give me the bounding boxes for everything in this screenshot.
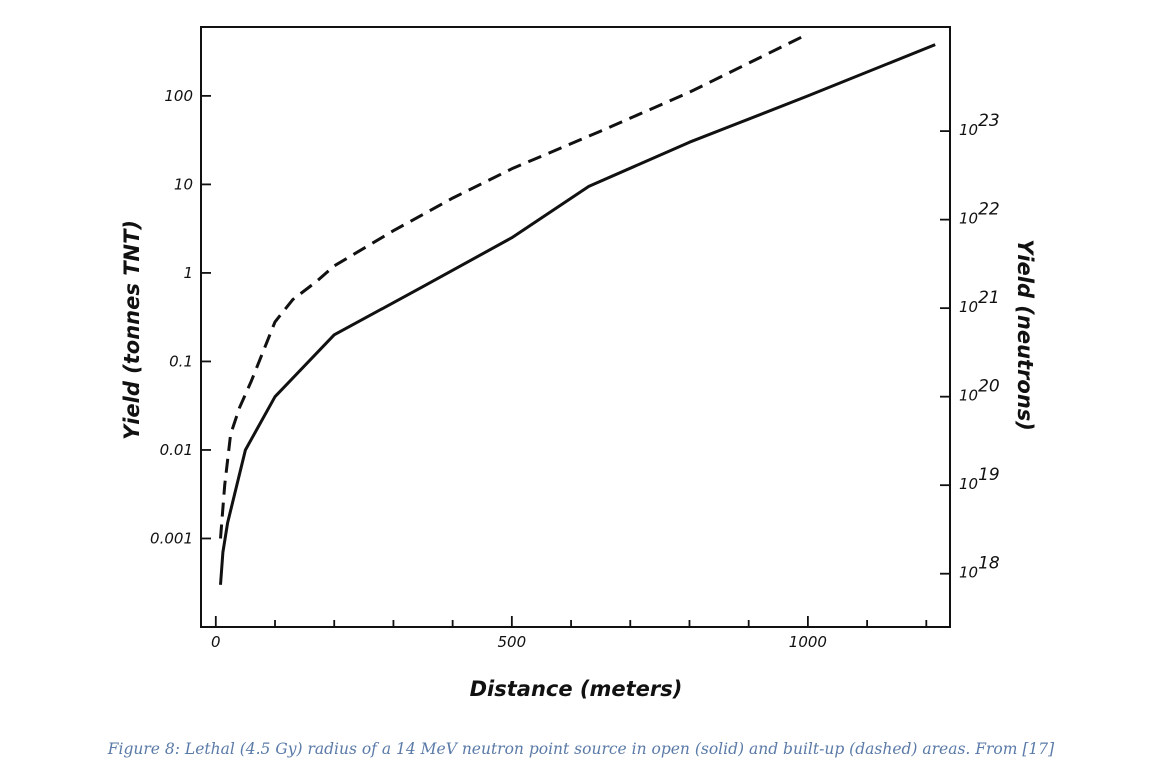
y2-axis-ticks: 1018 1019 1020 1021 1022 1023 — [940, 111, 1000, 582]
x-tick-label: 0 — [211, 633, 221, 651]
y2-tick-label: 1023 — [959, 111, 1000, 139]
y-tick-label: 1 — [183, 264, 193, 282]
y-tick-label: 0.001 — [150, 529, 193, 547]
y2-tick-label: 1019 — [959, 465, 1000, 493]
x-tick-label: 1000 — [789, 633, 827, 651]
series-line-dashed — [219, 32, 809, 539]
y2-tick-label: 1020 — [959, 377, 1000, 405]
plot-frame — [200, 26, 951, 628]
y-tick-label: 100 — [164, 87, 193, 105]
y-axis-title: Yield (tonnes TNT) — [120, 220, 144, 440]
x-tick-label: 500 — [498, 633, 527, 651]
y-tick-label: 0.1 — [169, 352, 193, 370]
y2-axis-title: Yield (neutrons) — [1013, 239, 1037, 431]
y-tick-label: 0.01 — [160, 441, 193, 459]
y2-tick-label: 1018 — [959, 554, 1000, 582]
figure-caption: Figure 8: Lethal (4.5 Gy) radius of a 14… — [107, 740, 1055, 758]
y2-tick-label: 1022 — [959, 200, 1000, 228]
series-line-solid — [219, 43, 936, 585]
y-tick-label: 10 — [174, 175, 193, 193]
x-axis-ticks: 0 500 1000 — [211, 616, 928, 651]
y-axis-ticks: 0.001 0.01 0.1 1 10 100 — [150, 87, 211, 547]
y2-tick-label: 1021 — [959, 288, 1000, 316]
x-axis-title: Distance (meters) — [470, 677, 683, 701]
series-layer — [219, 32, 936, 585]
